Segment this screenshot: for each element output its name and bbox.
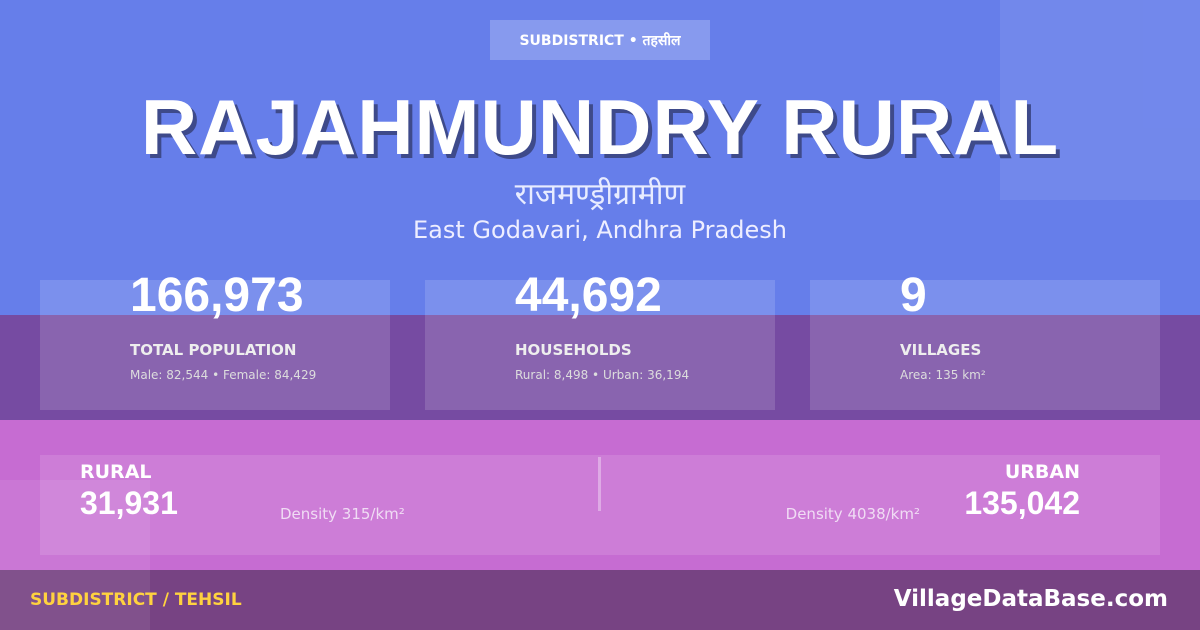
stat-detail: Area: 135 km²: [900, 368, 986, 382]
stat-label: TOTAL POPULATION: [130, 341, 297, 359]
stat-label: HOUSEHOLDS: [515, 341, 632, 359]
stat-value: 44,692: [515, 269, 662, 322]
location: East Godavari, Andhra Pradesh: [413, 216, 787, 244]
split-band: [0, 420, 1200, 570]
rural-label: RURAL: [80, 461, 152, 483]
decorative-square: [0, 480, 150, 630]
decorative-square: [1000, 0, 1200, 200]
page-title: RAJAHMUNDRY RURAL: [140, 83, 1060, 171]
urban-density: Density 4038/km²: [785, 505, 920, 523]
header-band: [0, 0, 1200, 315]
rural-value: 31,931: [80, 485, 178, 521]
stat-card-villages: 9 VILLAGES Area: 135 km²: [810, 269, 1160, 410]
rural-density: Density 315/km²: [280, 505, 405, 523]
footer-category: SUBDISTRICT / TEHSIL: [30, 590, 242, 610]
stat-detail: Male: 82,544 • Female: 84,429: [130, 368, 317, 382]
stat-card-households: 44,692 HOUSEHOLDS Rural: 8,498 • Urban: …: [425, 269, 775, 410]
stats-band: [0, 315, 1200, 420]
stat-card-population: 166,973 TOTAL POPULATION Male: 82,544 • …: [40, 269, 390, 410]
hindi-title: राजमण्ड्रीग्रामीण: [514, 177, 686, 212]
divider: [598, 457, 601, 511]
site-link[interactable]: VillageDataBase.com: [893, 586, 1168, 612]
stat-label: VILLAGES: [900, 341, 982, 359]
urban-value: 135,042: [964, 485, 1080, 521]
urban-label: URBAN: [1004, 461, 1080, 483]
stat-value: 166,973: [130, 269, 304, 322]
stat-value: 9: [900, 269, 927, 322]
type-badge: SUBDISTRICT • तहसील: [490, 20, 710, 60]
rural-urban-split: RURAL 31,931 Density 315/km² URBAN 135,0…: [40, 455, 1160, 555]
stat-detail: Rural: 8,498 • Urban: 36,194: [515, 368, 690, 382]
footer-band: [0, 570, 1200, 630]
